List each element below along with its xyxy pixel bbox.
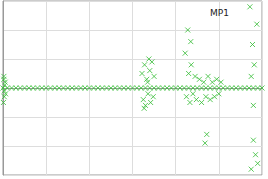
svg-text:MP1: MP1 <box>210 8 229 18</box>
